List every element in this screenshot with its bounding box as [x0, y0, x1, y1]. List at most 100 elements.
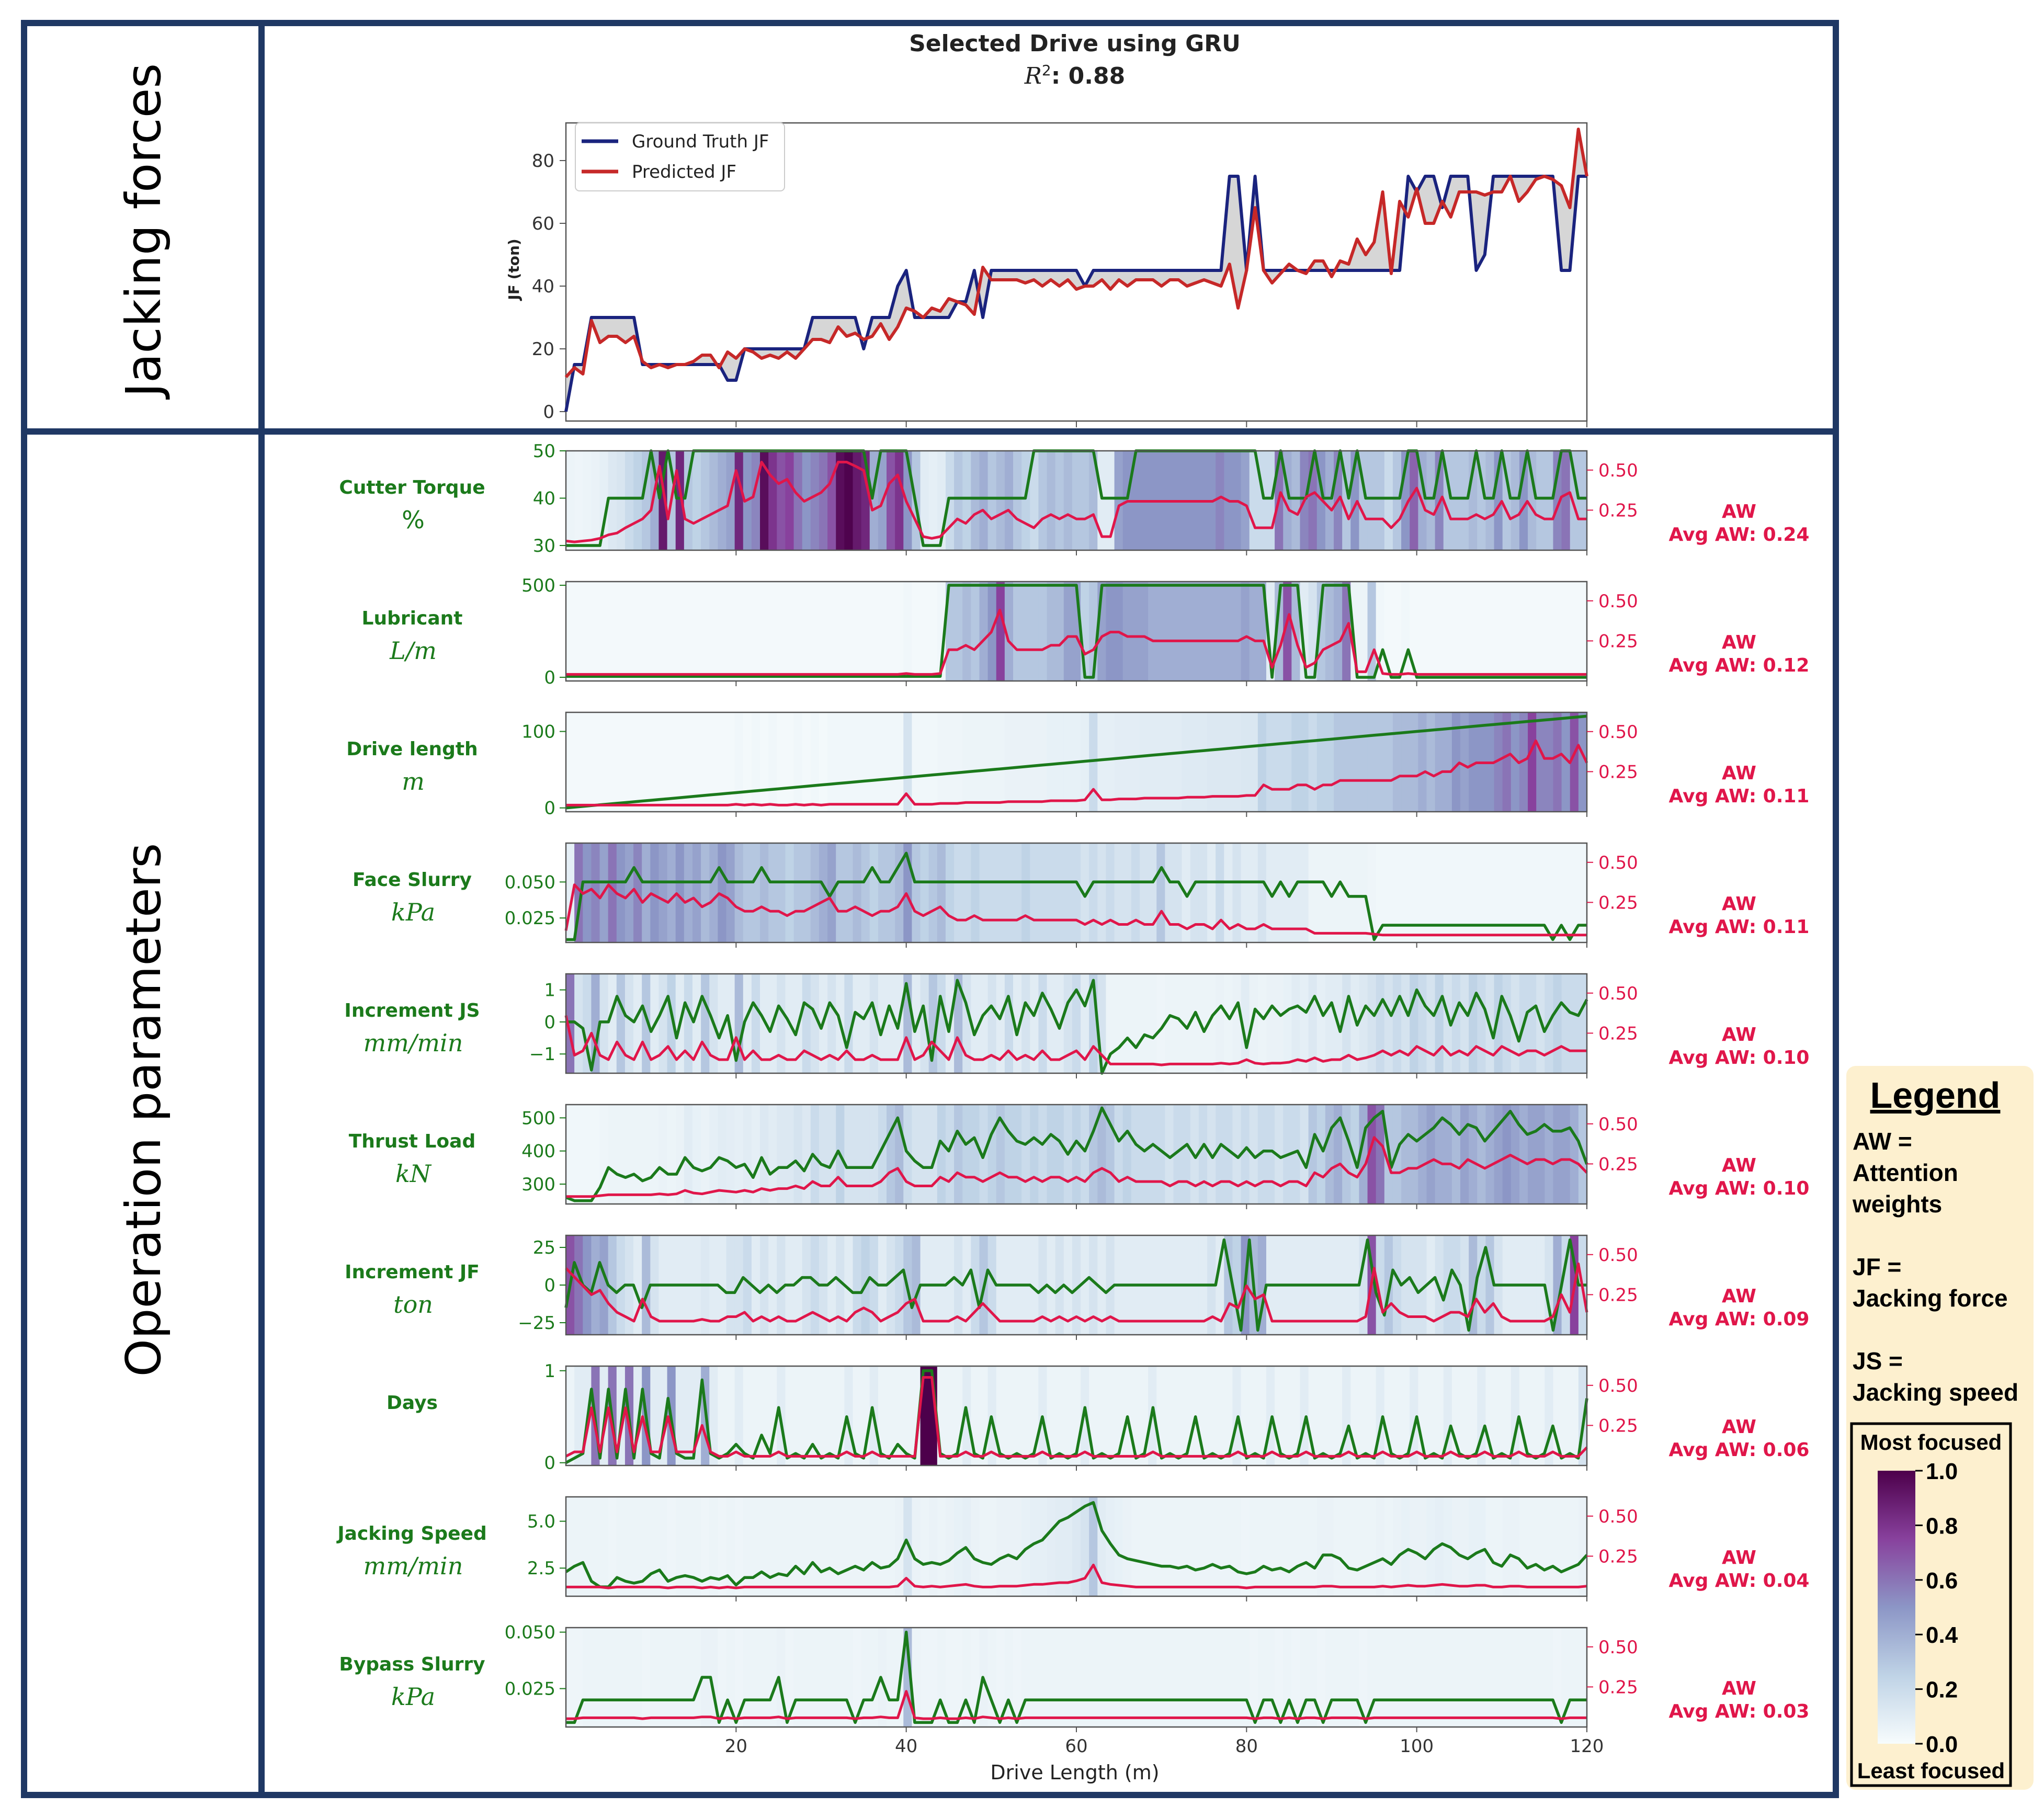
heatmap-cell — [1038, 582, 1048, 681]
aw-axis-label: AW — [1722, 1547, 1756, 1569]
heatmap-cell — [1435, 582, 1444, 681]
heatmap-cell — [1376, 451, 1385, 550]
heatmap-cell — [1418, 1628, 1427, 1727]
heatmap-cell — [1190, 974, 1199, 1073]
heatmap-cell — [1283, 1366, 1292, 1465]
heatmap-cell — [793, 582, 803, 681]
heatmap-cell — [1190, 1497, 1199, 1596]
heatmap-cell — [1148, 582, 1157, 681]
heatmap-cell — [1511, 712, 1520, 812]
colorbar-tick-label: 0.4 — [1926, 1622, 1958, 1648]
heatmap-cell — [802, 1105, 811, 1204]
heatmap-cell — [777, 843, 786, 942]
heatmap-cell — [1291, 1105, 1301, 1204]
heatmap-cell — [1063, 1366, 1073, 1465]
left-y-tick-label: 0.050 — [505, 872, 555, 893]
heatmap-cell — [1392, 1497, 1402, 1596]
heatmap-cell — [878, 843, 887, 942]
heatmap-cell — [692, 843, 702, 942]
heatmap-cell — [1392, 451, 1402, 550]
heatmap-cell — [1511, 1497, 1520, 1596]
heatmap-cell — [1216, 582, 1225, 681]
heatmap-cell — [760, 582, 769, 681]
heatmap-cell — [1072, 451, 1081, 550]
heatmap-cell — [734, 1497, 744, 1596]
heatmap-cell — [819, 1366, 828, 1465]
colorbar-frame — [1850, 1422, 2012, 1787]
heatmap-cell — [591, 451, 600, 550]
right-y-tick-label: 0.25 — [1598, 631, 1638, 652]
heatmap-cell — [1207, 712, 1217, 812]
heatmap-cell — [650, 1105, 660, 1204]
heatmap-cell — [1089, 843, 1098, 942]
heatmap-cell — [566, 1366, 575, 1465]
heatmap-cell — [853, 712, 862, 812]
heatmap-cell — [1156, 843, 1166, 942]
heatmap-cell — [793, 712, 803, 812]
heatmap-cell — [1519, 843, 1528, 942]
heatmap-cell — [1257, 1235, 1267, 1335]
heatmap-cell — [1528, 1497, 1537, 1596]
heatmap-cell — [616, 1105, 626, 1204]
heatmap-cell — [1224, 1497, 1233, 1596]
heatmap-cell — [1021, 451, 1031, 550]
heatmap-cell — [1435, 712, 1444, 812]
heatmap-cell — [887, 1497, 896, 1596]
aw-axis-label: AW — [1722, 1286, 1756, 1307]
right-y-tick-label: 0.50 — [1598, 1114, 1638, 1135]
heatmap-cell — [793, 1497, 803, 1596]
heatmap-cell — [1156, 1497, 1166, 1596]
heatmap-cell — [1291, 1497, 1301, 1596]
heatmap-cell — [1047, 843, 1056, 942]
heatmap-cell — [827, 582, 837, 681]
heatmap-cell — [1536, 843, 1546, 942]
heatmap-cell — [1443, 582, 1452, 681]
heatmap-cell — [979, 582, 989, 681]
attention-weight-line — [564, 1015, 1587, 1066]
left-y-tick-label: 30 — [533, 536, 555, 556]
heatmap-cell — [624, 1497, 634, 1596]
heatmap-cell — [810, 1366, 820, 1465]
heatmap-cell — [928, 1105, 938, 1204]
heatmap-cell — [928, 712, 938, 812]
heatmap-cell — [1038, 712, 1048, 812]
heatmap-cell — [1426, 582, 1436, 681]
heatmap-cell — [793, 843, 803, 942]
heatmap-cell — [1553, 1497, 1562, 1596]
heatmap-cell — [751, 1628, 760, 1727]
heatmap-cell — [684, 582, 693, 681]
heatmap-cell — [692, 1497, 702, 1596]
heatmap-cell — [1502, 1628, 1512, 1727]
heatmap-cell — [1114, 974, 1123, 1073]
heatmap-cell — [1047, 582, 1056, 681]
heatmap-cell — [1266, 1105, 1276, 1204]
heatmap-cell — [1030, 1497, 1039, 1596]
aw-axis-label: AW — [1722, 893, 1756, 915]
heatmap-cell — [1367, 974, 1377, 1073]
heatmap-cell — [1224, 843, 1233, 942]
heatmap-cell — [1477, 843, 1486, 942]
heatmap-cell — [1139, 1628, 1149, 1727]
heatmap-cell — [853, 1366, 862, 1465]
heatmap-cell — [692, 582, 702, 681]
heatmap-cell — [785, 1497, 794, 1596]
heatmap-cell — [1384, 974, 1393, 1073]
heatmap-cell — [1198, 843, 1208, 942]
heatmap-cell — [1418, 1235, 1427, 1335]
heatmap-cell — [701, 451, 710, 550]
heatmap-cell — [1460, 582, 1470, 681]
heatmap-cell — [1451, 582, 1461, 681]
left-y-tick-label: 0 — [544, 1012, 555, 1033]
heatmap-cell — [1216, 1366, 1225, 1465]
heatmap-cell — [642, 843, 651, 942]
heatmap-cell — [861, 974, 870, 1073]
heatmap-cell — [928, 1366, 938, 1465]
heatmap-cell — [1165, 1497, 1174, 1596]
heatmap-cell — [667, 1628, 676, 1727]
heatmap-cell — [1275, 1105, 1284, 1204]
heatmap-cell — [1148, 1497, 1157, 1596]
heatmap-cell — [1316, 1105, 1326, 1204]
x-axis-label: Drive Length (m) — [990, 1761, 1159, 1784]
heatmap-cell — [1350, 1628, 1360, 1727]
